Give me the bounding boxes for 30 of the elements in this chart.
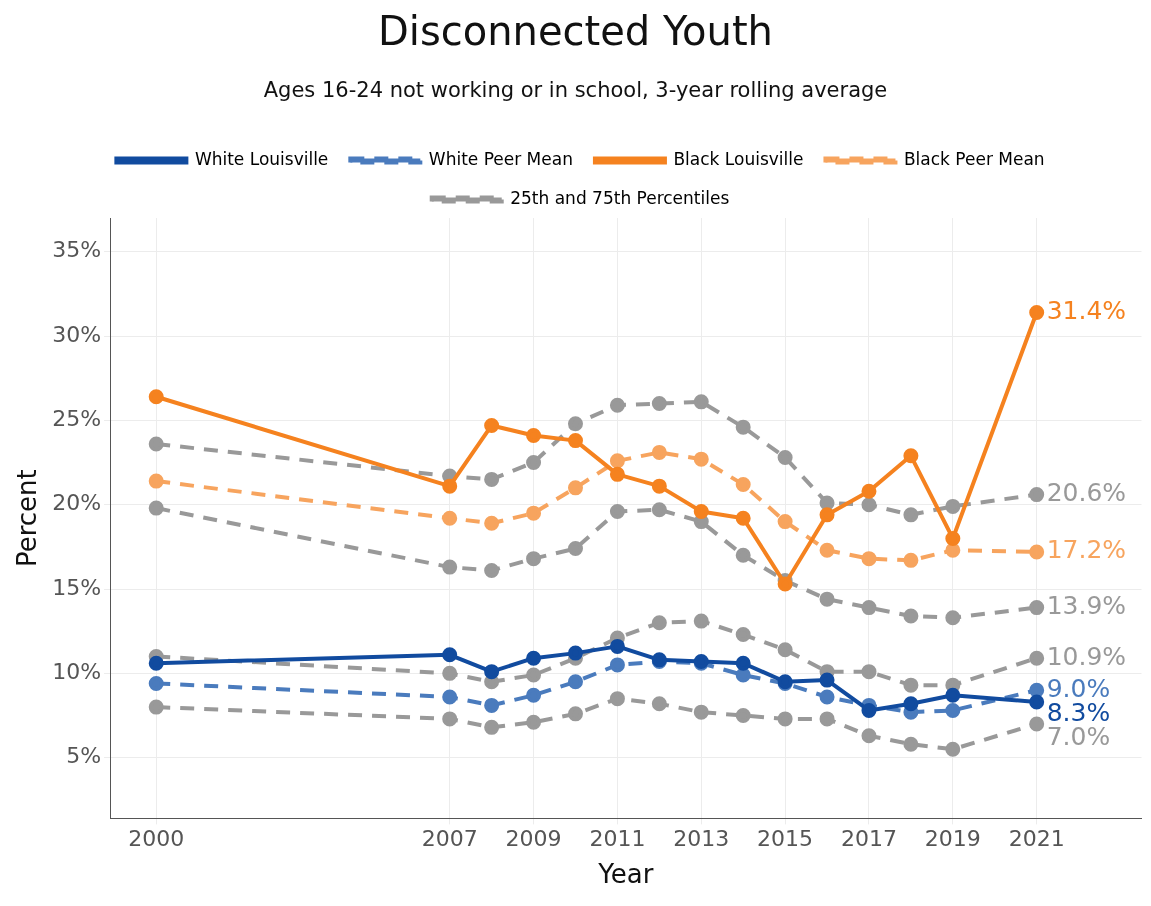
y-tick-label: 15% — [52, 574, 102, 600]
x-tick-label: 2015 — [757, 826, 814, 852]
legend-label: Black Louisville — [673, 148, 804, 169]
legend-label: White Peer Mean — [428, 148, 573, 169]
x-tick-label: 2017 — [840, 826, 897, 852]
x-tick-label: 2009 — [505, 826, 562, 852]
data-label: 13.9% — [1046, 591, 1127, 621]
y-tick-label: 35% — [52, 237, 102, 263]
legend-label: White Louisville — [194, 148, 329, 169]
chart-title: Disconnected Youth — [377, 8, 774, 56]
x-tick-label: 2000 — [128, 826, 185, 852]
legend-label: Black Peer Mean — [903, 148, 1045, 169]
data-label: 10.9% — [1046, 641, 1127, 671]
x-tick-label: 2013 — [673, 826, 730, 852]
data-label: 20.6% — [1046, 478, 1127, 508]
data-label: 17.2% — [1046, 535, 1127, 565]
x-tick-label: 2007 — [421, 826, 478, 852]
x-axis-title: Year — [597, 859, 654, 890]
chart-subtitle: Ages 16-24 not working or in school, 3-year rolling average — [262, 78, 889, 104]
y-tick-label: 20% — [52, 490, 102, 516]
y-tick-label: 25% — [52, 406, 102, 432]
legend-label: 25th and 75th Percentiles — [510, 187, 730, 208]
x-tick-label: 2021 — [1008, 826, 1065, 852]
y-tick-label: 30% — [52, 321, 102, 347]
y-axis-title: Percent — [12, 469, 43, 568]
x-tick-label: 2011 — [589, 826, 646, 852]
y-tick-label: 10% — [52, 659, 102, 685]
data-label: 31.4% — [1046, 295, 1127, 325]
x-tick-label: 2019 — [924, 826, 981, 852]
y-tick-label: 5% — [66, 743, 102, 769]
